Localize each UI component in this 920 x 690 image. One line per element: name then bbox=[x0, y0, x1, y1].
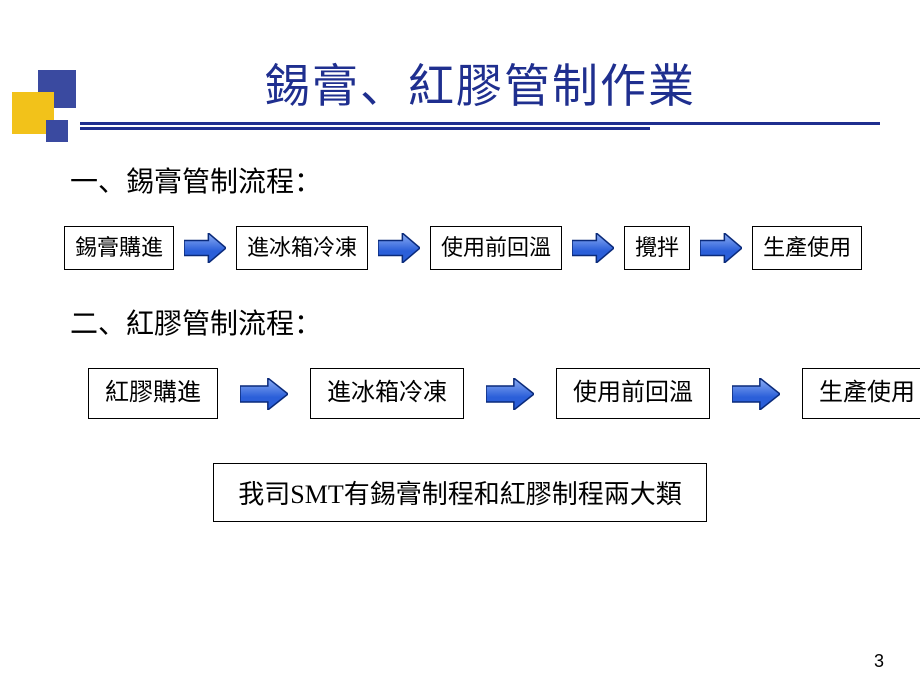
flow-box: 使用前回溫 bbox=[430, 226, 562, 270]
arrow-icon bbox=[732, 378, 780, 410]
arrow-icon bbox=[378, 233, 420, 263]
page-title: 錫膏、紅膠管制作業 bbox=[100, 50, 860, 116]
title-underline bbox=[80, 122, 880, 128]
flow-box: 進冰箱冷凍 bbox=[310, 368, 464, 419]
arrow-icon bbox=[486, 378, 534, 410]
flow-box: 進冰箱冷凍 bbox=[236, 226, 368, 270]
flow-1: 錫膏購進 進冰箱冷凍 使用前回溫 攪拌 生產使用 bbox=[64, 226, 880, 270]
corner-decoration bbox=[0, 70, 90, 190]
arrow-icon bbox=[240, 378, 288, 410]
flow-box: 錫膏購進 bbox=[64, 226, 174, 270]
section-2-heading: 二、紅膠管制流程： bbox=[70, 302, 880, 342]
page-number: 3 bbox=[874, 651, 884, 672]
summary-box: 我司SMT有錫膏制程和紅膠制程兩大類 bbox=[213, 463, 706, 522]
flow-box: 紅膠購進 bbox=[88, 368, 218, 419]
arrow-icon bbox=[700, 233, 742, 263]
flow-box: 生產使用 bbox=[802, 368, 920, 419]
title-row: 錫膏、紅膠管制作業 bbox=[100, 50, 860, 128]
flow-box: 生產使用 bbox=[752, 226, 862, 270]
deco-square-3 bbox=[46, 120, 68, 142]
section-1-heading: 一、錫膏管制流程： bbox=[70, 160, 880, 200]
arrow-icon bbox=[572, 233, 614, 263]
flow-box: 使用前回溫 bbox=[556, 368, 710, 419]
arrow-icon bbox=[184, 233, 226, 263]
slide: 錫膏、紅膠管制作業 一、錫膏管制流程： 錫膏購進進冰箱冷凍使用前回溫攪拌生產使用… bbox=[0, 0, 920, 690]
flow-box: 攪拌 bbox=[624, 226, 690, 270]
flow-2: 紅膠購進進冰箱冷凍使用前回溫生產使用 bbox=[88, 368, 880, 419]
